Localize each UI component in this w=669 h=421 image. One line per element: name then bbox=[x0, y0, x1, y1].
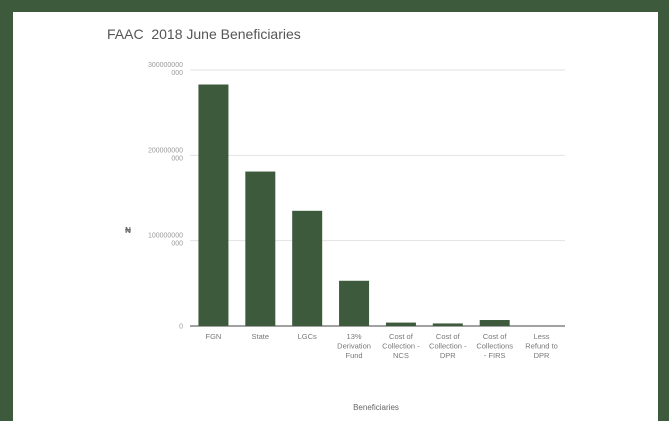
y-axis-ticks: 0 100000000 000 200000000 000 300000000 000 bbox=[148, 62, 183, 331]
chart-title: FAAC 2018 June Beneficiaries bbox=[107, 26, 301, 42]
x-axis-ticks: FGN State LGCs 13% Derivation Fund Cost of Coll… bbox=[206, 332, 558, 360]
y-tick-label: 100000000 000 bbox=[148, 233, 183, 248]
y-tick-label: 200000000 000 bbox=[148, 147, 183, 162]
x-axis-label: Beneficiaries bbox=[353, 403, 399, 412]
chart-card bbox=[13, 12, 658, 421]
x-tick-label: Cost of Collections - FIRS bbox=[476, 332, 513, 360]
y-tick-label: 300000000 000 bbox=[148, 62, 183, 77]
x-tick-label: Cost of Collection -DPR bbox=[429, 332, 467, 360]
bar bbox=[339, 280, 370, 326]
bar bbox=[432, 323, 463, 326]
x-tick-label: LGCs bbox=[298, 332, 317, 341]
bar bbox=[198, 84, 229, 326]
bar bbox=[245, 171, 276, 326]
y-tick-label: 0 bbox=[179, 324, 183, 331]
bars bbox=[198, 84, 510, 326]
x-tick-label: State bbox=[252, 332, 270, 341]
bar bbox=[479, 320, 510, 326]
x-tick-label: 13% Derivation Fund bbox=[337, 332, 371, 360]
bar bbox=[292, 210, 323, 326]
x-tick-label: FGN bbox=[206, 332, 222, 341]
bar bbox=[385, 322, 416, 326]
x-tick-label: Cost of Collection -NCS bbox=[382, 332, 420, 360]
y-axis-label: ₦ bbox=[125, 226, 131, 235]
x-tick-label: Less Refund to DPR bbox=[525, 332, 558, 360]
